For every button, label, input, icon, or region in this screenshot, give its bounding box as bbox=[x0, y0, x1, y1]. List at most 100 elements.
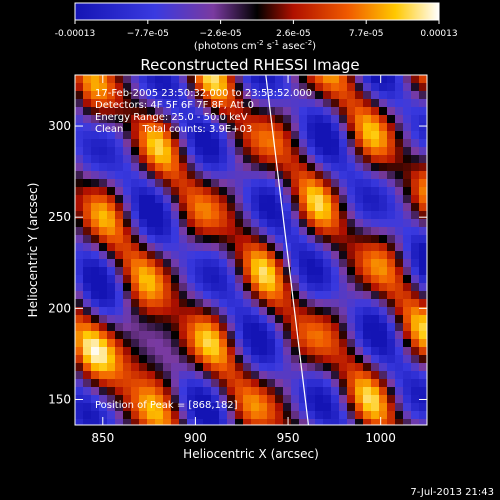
heatmap-cell bbox=[211, 291, 219, 299]
heatmap-cell bbox=[419, 291, 427, 299]
heatmap-cell bbox=[355, 107, 363, 115]
heatmap-cell bbox=[187, 315, 195, 323]
heatmap-cell bbox=[75, 235, 83, 243]
heatmap-cell bbox=[179, 291, 187, 299]
heatmap-cell bbox=[315, 75, 323, 83]
heatmap-cell bbox=[395, 355, 403, 363]
heatmap-cell bbox=[291, 123, 299, 131]
heatmap-cell bbox=[315, 331, 323, 339]
heatmap-cell bbox=[371, 387, 379, 395]
heatmap-cell bbox=[315, 195, 323, 203]
heatmap-cell bbox=[387, 171, 395, 179]
heatmap-cell bbox=[187, 355, 195, 363]
heatmap-cell bbox=[171, 227, 179, 235]
heatmap-cell bbox=[123, 291, 131, 299]
heatmap-cell bbox=[347, 107, 355, 115]
heatmap-cell bbox=[243, 227, 251, 235]
heatmap-cell bbox=[283, 291, 291, 299]
heatmap-cell bbox=[227, 339, 235, 347]
heatmap-cell bbox=[339, 155, 347, 163]
heatmap-cell bbox=[419, 203, 427, 211]
heatmap-cell bbox=[219, 387, 227, 395]
heatmap-cell bbox=[339, 123, 347, 131]
heatmap-cell bbox=[123, 395, 131, 403]
heatmap-cell bbox=[115, 115, 123, 123]
heatmap-cell bbox=[403, 211, 411, 219]
heatmap-cell bbox=[99, 107, 107, 115]
heatmap-cell bbox=[339, 139, 347, 147]
heatmap-cell bbox=[123, 355, 131, 363]
footer-timestamp: 7-Jul-2013 21:43 bbox=[410, 487, 494, 498]
heatmap-cell bbox=[163, 147, 171, 155]
heatmap-cell bbox=[339, 115, 347, 123]
heatmap-cell bbox=[411, 219, 419, 227]
heatmap-cell bbox=[227, 403, 235, 411]
heatmap-cell bbox=[139, 227, 147, 235]
heatmap-cell bbox=[419, 179, 427, 187]
heatmap-cell bbox=[147, 251, 155, 259]
heatmap-cell bbox=[323, 139, 331, 147]
heatmap-cell bbox=[291, 347, 299, 355]
heatmap-cell bbox=[147, 155, 155, 163]
heatmap-cell bbox=[339, 83, 347, 91]
heatmap-cell bbox=[163, 259, 171, 267]
heatmap-cell bbox=[171, 379, 179, 387]
heatmap-cell bbox=[283, 275, 291, 283]
heatmap-cell bbox=[395, 147, 403, 155]
heatmap-cell bbox=[75, 371, 83, 379]
heatmap-cell bbox=[251, 411, 259, 419]
heatmap-cell bbox=[83, 163, 91, 171]
heatmap-cell bbox=[315, 123, 323, 131]
heatmap-cell bbox=[395, 323, 403, 331]
heatmap-cell bbox=[395, 411, 403, 419]
heatmap-cell bbox=[403, 275, 411, 283]
heatmap-cell bbox=[107, 355, 115, 363]
heatmap-cell bbox=[99, 331, 107, 339]
heatmap-cell bbox=[107, 299, 115, 307]
heatmap-cell bbox=[307, 211, 315, 219]
heatmap-cell bbox=[123, 275, 131, 283]
heatmap-cell bbox=[299, 411, 307, 419]
heatmap-cell bbox=[275, 267, 283, 275]
heatmap-cell bbox=[115, 195, 123, 203]
heatmap-cell bbox=[259, 331, 267, 339]
heatmap-cell bbox=[339, 323, 347, 331]
heatmap-cell bbox=[203, 147, 211, 155]
heatmap-cell bbox=[91, 419, 99, 425]
heatmap-cell bbox=[307, 243, 315, 251]
heatmap-cell bbox=[307, 419, 315, 425]
heatmap-cell bbox=[243, 171, 251, 179]
heatmap-cell bbox=[291, 99, 299, 107]
heatmap-cell bbox=[187, 211, 195, 219]
heatmap-cell bbox=[347, 219, 355, 227]
heatmap-cell bbox=[219, 275, 227, 283]
heatmap-cell bbox=[235, 227, 243, 235]
heatmap-cell bbox=[155, 155, 163, 163]
heatmap-cell bbox=[387, 275, 395, 283]
heatmap-cell bbox=[283, 283, 291, 291]
heatmap-cell bbox=[115, 411, 123, 419]
heatmap-cell bbox=[115, 387, 123, 395]
heatmap-cell bbox=[387, 195, 395, 203]
heatmap-cell bbox=[91, 83, 99, 91]
heatmap-cell bbox=[179, 323, 187, 331]
heatmap-cell bbox=[171, 251, 179, 259]
heatmap-cell bbox=[227, 275, 235, 283]
heatmap-cell bbox=[267, 219, 275, 227]
heatmap-cell bbox=[211, 131, 219, 139]
heatmap-cell bbox=[331, 75, 339, 83]
heatmap-cell bbox=[107, 75, 115, 83]
heatmap-cell bbox=[307, 203, 315, 211]
heatmap-cell bbox=[299, 363, 307, 371]
heatmap-cell bbox=[115, 347, 123, 355]
heatmap-cell bbox=[259, 307, 267, 315]
heatmap-cell bbox=[307, 315, 315, 323]
heatmap-cell bbox=[227, 331, 235, 339]
heatmap-cell bbox=[283, 227, 291, 235]
heatmap-cell bbox=[123, 123, 131, 131]
heatmap-cell bbox=[139, 171, 147, 179]
heatmap-cell bbox=[323, 259, 331, 267]
heatmap-cell bbox=[235, 411, 243, 419]
heatmap-cell bbox=[91, 195, 99, 203]
